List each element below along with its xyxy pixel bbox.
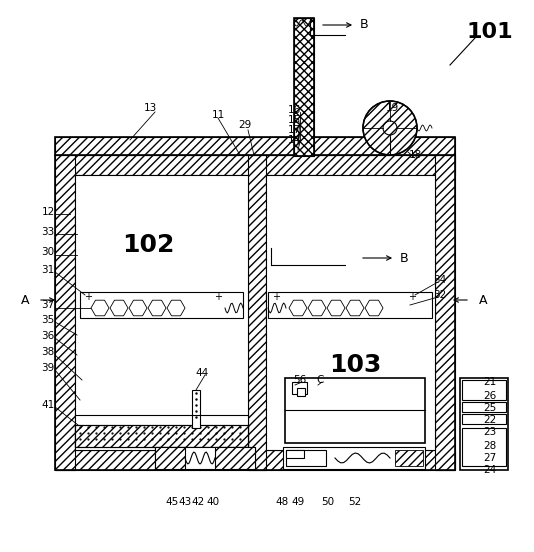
Bar bbox=[75, 425, 248, 447]
Bar bbox=[286, 450, 326, 466]
Text: +: + bbox=[408, 292, 416, 302]
Text: 38: 38 bbox=[41, 347, 54, 357]
Text: 44: 44 bbox=[195, 368, 209, 378]
Text: +: + bbox=[214, 292, 222, 302]
Bar bbox=[292, 382, 307, 394]
Bar bbox=[55, 137, 455, 155]
Text: 103: 103 bbox=[329, 353, 381, 377]
Bar bbox=[462, 402, 506, 412]
Bar bbox=[268, 292, 432, 318]
Text: 39: 39 bbox=[41, 363, 54, 373]
Text: C: C bbox=[316, 375, 324, 385]
Text: 23: 23 bbox=[483, 427, 497, 437]
Text: 49: 49 bbox=[292, 497, 304, 507]
Text: 34: 34 bbox=[434, 275, 446, 285]
Text: 35: 35 bbox=[41, 315, 54, 325]
Text: 30: 30 bbox=[42, 247, 54, 257]
Text: A: A bbox=[21, 294, 29, 306]
Bar bbox=[155, 447, 255, 469]
Text: 12: 12 bbox=[41, 207, 54, 217]
Text: 24: 24 bbox=[483, 465, 497, 475]
Text: 15: 15 bbox=[287, 115, 301, 125]
Text: 29: 29 bbox=[238, 120, 252, 130]
Text: 25: 25 bbox=[483, 403, 497, 413]
Circle shape bbox=[363, 101, 417, 155]
Bar bbox=[285, 378, 425, 443]
Text: 42: 42 bbox=[191, 497, 205, 507]
Text: 102: 102 bbox=[122, 233, 174, 257]
Text: 27: 27 bbox=[483, 453, 497, 463]
Text: 45: 45 bbox=[166, 497, 179, 507]
Text: 11: 11 bbox=[211, 110, 225, 120]
Text: 48: 48 bbox=[276, 497, 288, 507]
Text: 21: 21 bbox=[483, 377, 497, 387]
Text: 37: 37 bbox=[41, 300, 54, 310]
Text: 17: 17 bbox=[287, 125, 301, 135]
Text: 33: 33 bbox=[41, 227, 54, 237]
Bar bbox=[192, 390, 200, 428]
Bar bbox=[55, 155, 75, 470]
Text: +: + bbox=[272, 292, 280, 302]
Text: 40: 40 bbox=[207, 497, 219, 507]
Text: A: A bbox=[479, 294, 487, 306]
Text: 43: 43 bbox=[178, 497, 192, 507]
Text: 16: 16 bbox=[287, 105, 301, 115]
Text: 56: 56 bbox=[293, 375, 307, 385]
Bar bbox=[294, 18, 314, 156]
Text: B: B bbox=[400, 252, 409, 264]
Bar bbox=[462, 414, 506, 424]
Text: 28: 28 bbox=[483, 441, 497, 451]
Text: 13: 13 bbox=[143, 103, 156, 113]
Bar bbox=[294, 18, 314, 156]
Text: 19: 19 bbox=[386, 103, 398, 113]
Text: 32: 32 bbox=[434, 290, 446, 300]
Bar bbox=[297, 388, 305, 396]
Text: 31: 31 bbox=[41, 265, 54, 275]
Text: B: B bbox=[360, 19, 368, 31]
Bar bbox=[460, 378, 508, 470]
Text: 18: 18 bbox=[409, 150, 422, 160]
Bar bbox=[395, 450, 423, 466]
Bar bbox=[283, 447, 425, 469]
Bar bbox=[80, 292, 243, 318]
Bar bbox=[215, 447, 255, 469]
Bar bbox=[75, 425, 248, 447]
Bar bbox=[266, 175, 435, 450]
Text: 52: 52 bbox=[348, 497, 362, 507]
Bar bbox=[55, 450, 455, 470]
Text: 14: 14 bbox=[287, 135, 301, 145]
Bar bbox=[75, 175, 248, 450]
Bar bbox=[248, 155, 266, 470]
Text: 101: 101 bbox=[467, 22, 513, 42]
Text: +: + bbox=[84, 292, 92, 302]
Bar bbox=[435, 155, 455, 470]
Text: 36: 36 bbox=[41, 331, 54, 341]
Text: 26: 26 bbox=[483, 391, 497, 401]
Text: 50: 50 bbox=[321, 497, 335, 507]
Text: 22: 22 bbox=[483, 415, 497, 425]
Bar bbox=[286, 450, 304, 458]
Bar bbox=[55, 155, 455, 175]
Text: 41: 41 bbox=[41, 400, 54, 410]
Bar bbox=[55, 137, 455, 155]
Bar bbox=[462, 380, 506, 400]
Bar bbox=[462, 428, 506, 466]
Bar bbox=[155, 447, 185, 469]
Bar bbox=[55, 155, 455, 470]
